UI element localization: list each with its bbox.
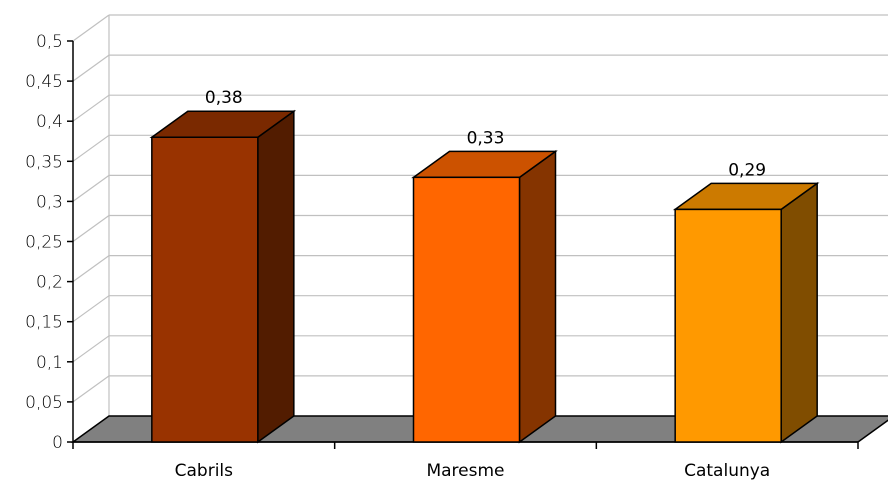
bar-side-face — [780, 181, 818, 444]
y-tick-label: 0,45 — [25, 72, 63, 92]
y-tick-label: 0,4 — [36, 112, 63, 132]
y-tick-label: 0,3 — [36, 192, 63, 212]
bar-side-face — [518, 149, 557, 444]
bar-cabrils — [149, 109, 297, 444]
y-tick-label: 0,1 — [36, 353, 63, 373]
y-tick-label: 0 — [52, 433, 63, 453]
bar-front-face — [151, 136, 259, 443]
bar-catalunya — [672, 181, 820, 444]
gridline-diagonal — [72, 54, 110, 82]
x-axis-labels: Cabrils Maresme Catalunya — [175, 461, 771, 481]
bars — [149, 109, 820, 444]
y-tick-label: 0,5 — [36, 32, 63, 52]
gridline-diagonal — [72, 134, 110, 162]
y-tick-label: 0,15 — [25, 313, 63, 333]
gridline-diagonal — [72, 94, 110, 122]
x-label-maresme: Maresme — [426, 461, 504, 481]
x-label-cabrils: Cabrils — [175, 461, 234, 481]
x-label-catalunya: Catalunya — [684, 461, 770, 481]
gridline-diagonal — [72, 375, 110, 403]
data-label-cabrils: 0,38 — [205, 88, 243, 108]
gridline-diagonal — [72, 295, 110, 323]
gridline-diagonal — [72, 215, 110, 242]
y-tick-label: 0,25 — [25, 233, 63, 253]
bar-front-face — [674, 208, 782, 443]
gridline-diagonal — [72, 255, 110, 283]
y-tick-label: 0,2 — [36, 273, 63, 293]
bar-maresme — [411, 149, 558, 444]
bar-front-face — [412, 176, 521, 443]
gridline-diagonal — [72, 14, 110, 42]
y-tick-label: 0,35 — [25, 152, 63, 172]
y-axis-ticks: 0 0,05 0,1 0,15 0,2 0,25 0,3 0,35 0,4 0,45 0,5 — [25, 32, 73, 453]
y-tick-label: 0,05 — [25, 393, 63, 413]
bar-side-face — [257, 109, 295, 444]
gridline-diagonal — [72, 174, 110, 202]
data-label-maresme: 0,33 — [467, 128, 505, 148]
data-labels: 0,38 0,33 0,29 — [205, 88, 766, 180]
gridline-diagonal — [72, 335, 110, 363]
data-label-catalunya: 0,29 — [728, 160, 766, 180]
